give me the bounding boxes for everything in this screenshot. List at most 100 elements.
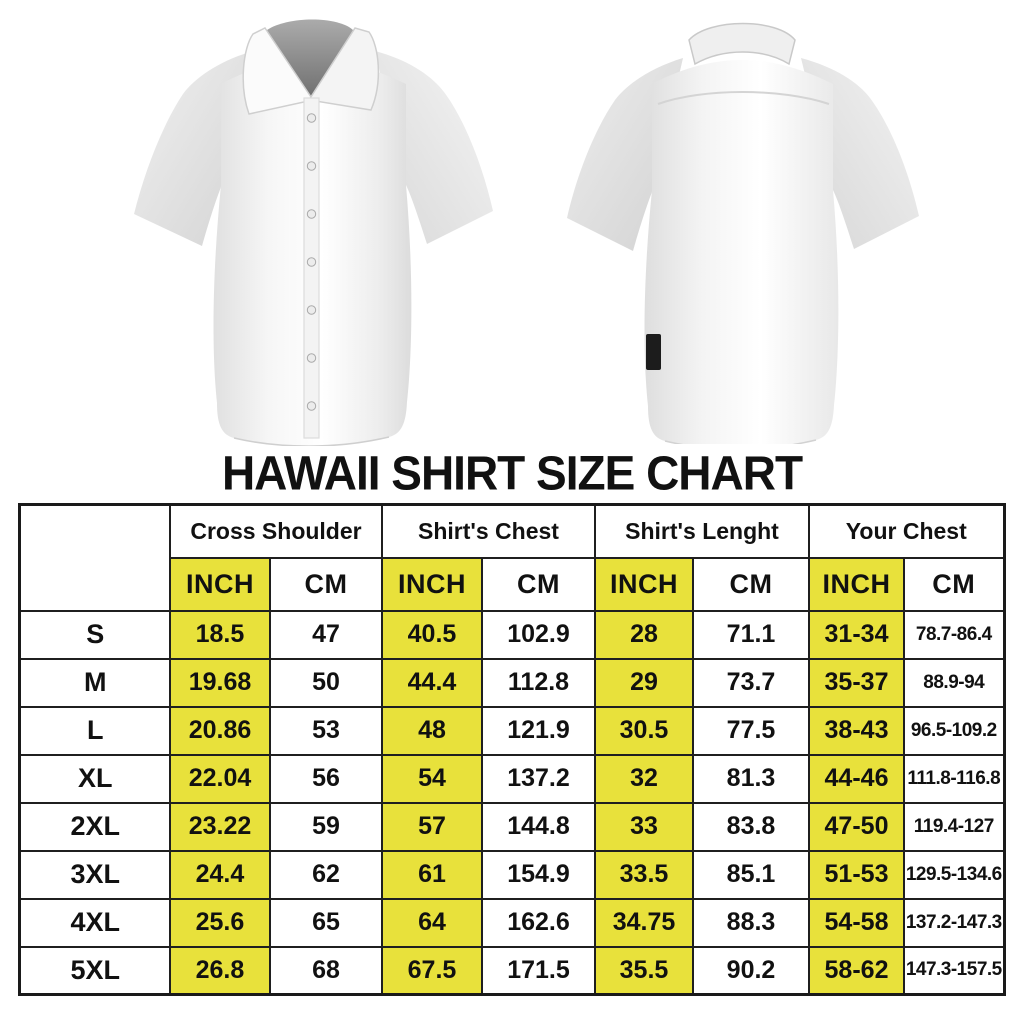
measure-cell: 50 [268, 657, 383, 708]
measure-cell: 44-46 [808, 753, 906, 804]
unit-header-row: INCH CM INCH CM INCH CM INCH CM [20, 556, 1006, 612]
table-row: XL 22.04 56 54 137.2 32 81.3 44-46 111.8-116.8 [18, 753, 1006, 804]
measure-cell: 35-37 [808, 657, 906, 708]
measure-cell: 137.2 [480, 753, 597, 804]
table-row: S 18.5 47 40.5 102.9 28 71.1 31-34 78.7-86.4 [18, 609, 1006, 660]
table-row: 5XL 26.8 68 67.5 171.5 35.5 90.2 58-62 147.3-157… [18, 945, 1006, 996]
measure-cell: 24.4 [168, 849, 271, 900]
measure-cell: 121.9 [480, 705, 597, 756]
size-chart-table: Cross Shoulder Shirt's Chest Shirt's Len… [18, 503, 1006, 996]
corner-cell [18, 503, 171, 612]
measure-cell: 54 [380, 753, 483, 804]
size-label: M [18, 657, 171, 708]
measure-cell: 171.5 [480, 945, 597, 996]
measure-cell: 71.1 [691, 609, 811, 660]
measure-cell: 154.9 [480, 849, 597, 900]
measure-cell: 56 [268, 753, 383, 804]
group-header-shirts-chest: Shirt's Chest [380, 503, 597, 559]
measure-cell: 88.3 [691, 897, 811, 948]
measure-cell: 137.2-147.3 [903, 897, 1006, 948]
size-label: 2XL [18, 801, 171, 852]
measure-cell: 64 [380, 897, 483, 948]
size-label: XL [18, 753, 171, 804]
table-row: 2XL 23.22 59 57 144.8 33 83.8 47-50 119.4-127 [18, 801, 1006, 852]
size-table-body: S 18.5 47 40.5 102.9 28 71.1 31-34 78.7-86.4 M 19.… [18, 609, 1006, 996]
measure-cell: 32 [594, 753, 694, 804]
measure-cell: 26.8 [168, 945, 271, 996]
size-label: L [18, 705, 171, 756]
measure-cell: 23.22 [168, 801, 271, 852]
shirt-back-image [567, 22, 919, 444]
measure-cell: 162.6 [480, 897, 597, 948]
measure-cell: 19.68 [168, 657, 271, 708]
group-header-cross-shoulder: Cross Shoulder [168, 503, 383, 559]
inch-header: INCH [168, 556, 271, 612]
measure-cell: 85.1 [691, 849, 811, 900]
table-row: L 20.86 53 48 121.9 30.5 77.5 38-43 96.5-109.2 [18, 705, 1006, 756]
cm-header: CM [903, 556, 1006, 612]
measure-cell: 144.8 [480, 801, 597, 852]
measure-cell: 90.2 [691, 945, 811, 996]
inch-header: INCH [380, 556, 483, 612]
measure-cell: 73.7 [691, 657, 811, 708]
inch-header: INCH [808, 556, 906, 612]
measure-cell: 119.4-127 [903, 801, 1006, 852]
measure-cell: 35.5 [594, 945, 694, 996]
measure-cell: 54-58 [808, 897, 906, 948]
size-label: 5XL [18, 945, 171, 996]
table-row: 3XL 24.4 62 61 154.9 33.5 85.1 51-53 129.5-134.6 [18, 849, 1006, 900]
measure-cell: 78.7-86.4 [903, 609, 1006, 660]
measure-cell: 30.5 [594, 705, 694, 756]
measure-cell: 147.3-157.5 [903, 945, 1006, 996]
cm-header: CM [268, 556, 383, 612]
measure-cell: 47-50 [808, 801, 906, 852]
measure-cell: 65 [268, 897, 383, 948]
measure-cell: 33 [594, 801, 694, 852]
measure-cell: 67.5 [380, 945, 483, 996]
measure-cell: 28 [594, 609, 694, 660]
measure-cell: 88.9-94 [903, 657, 1006, 708]
cm-header: CM [691, 556, 811, 612]
measure-cell: 61 [380, 849, 483, 900]
measure-cell: 20.86 [168, 705, 271, 756]
group-header-shirts-lenght: Shirt's Lenght [593, 503, 811, 559]
measure-cell: 33.5 [594, 849, 694, 900]
care-tag [646, 334, 661, 370]
measure-cell: 96.5-109.2 [903, 705, 1006, 756]
measure-cell: 18.5 [168, 609, 271, 660]
measure-cell: 129.5-134.6 [903, 849, 1006, 900]
measure-cell: 58-62 [808, 945, 906, 996]
measure-cell: 31-34 [808, 609, 906, 660]
measure-cell: 40.5 [380, 609, 483, 660]
measure-cell: 111.8-116.8 [903, 753, 1006, 804]
measure-cell: 51-53 [808, 849, 906, 900]
measure-cell: 25.6 [168, 897, 271, 948]
measure-cell: 48 [380, 705, 483, 756]
measure-cell: 112.8 [480, 657, 597, 708]
measure-cell: 68 [268, 945, 383, 996]
measure-cell: 47 [268, 609, 383, 660]
measure-cell: 59 [268, 801, 383, 852]
table-row: M 19.68 50 44.4 112.8 29 73.7 35-37 88.9-94 [18, 657, 1006, 708]
shirt-front-image [134, 19, 493, 446]
measure-cell: 83.8 [691, 801, 811, 852]
measure-cell: 57 [380, 801, 483, 852]
product-images [0, 0, 1024, 450]
measure-cell: 29 [594, 657, 694, 708]
measure-cell: 53 [268, 705, 383, 756]
cm-header: CM [480, 556, 597, 612]
size-label: 3XL [18, 849, 171, 900]
measure-cell: 81.3 [691, 753, 811, 804]
measure-cell: 44.4 [380, 657, 483, 708]
size-label: 4XL [18, 897, 171, 948]
measure-cell: 77.5 [691, 705, 811, 756]
table-row: 4XL 25.6 65 64 162.6 34.75 88.3 54-58 137.2-147.… [18, 897, 1006, 948]
measure-cell: 34.75 [594, 897, 694, 948]
inch-header: INCH [594, 556, 694, 612]
table-header: Cross Shoulder Shirt's Chest Shirt's Len… [18, 503, 1006, 612]
measure-cell: 38-43 [808, 705, 906, 756]
measure-cell: 62 [268, 849, 383, 900]
measure-cell: 102.9 [480, 609, 597, 660]
group-header-your-chest: Your Chest [808, 503, 1006, 559]
